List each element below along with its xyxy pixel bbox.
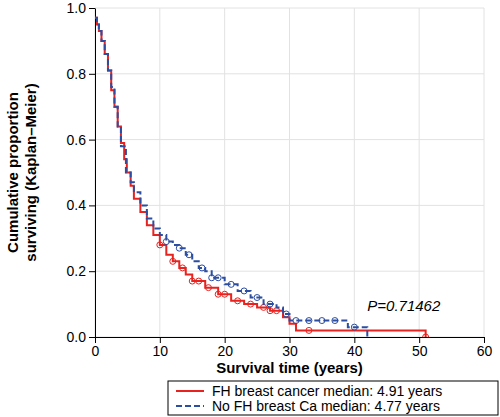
grid-line-x [419,8,420,337]
x-tick-label: 20 [217,343,233,359]
grid-line-y [95,73,484,74]
x-tick: 20 [217,337,233,359]
censor-marker [293,318,299,324]
censor-marker [248,301,254,307]
legend-swatch [176,405,204,407]
y-tick-mark [89,205,95,206]
grid-line-x [289,8,290,337]
x-tick-label: 40 [347,343,363,359]
survival-curve [95,18,367,337]
y-tick-mark [89,271,95,272]
survival-curve [95,18,426,337]
x-axis-title: Survival time (years) [216,359,363,376]
censor-marker [222,291,228,297]
grid-line-x [95,8,96,337]
y-tick-label: 0.4 [67,197,87,213]
legend-label: FH breast cancer median: 4.91 years [212,383,442,399]
censor-marker [196,278,202,284]
annotation: P=0.71462 [367,297,441,314]
y-axis-line [95,9,96,338]
censor-marker [189,278,195,284]
y-axis: 0.0 0.2 0.4 0.6 0.8 1.0 [67,0,96,345]
x-tick: 0 [92,337,100,359]
censor-marker [186,252,192,258]
x-axis: 0 10 20 30 40 50 60 [92,337,493,359]
censor-marker [205,285,211,291]
grid-line-x [224,8,225,337]
censor-marker [209,275,215,281]
grid [95,8,484,337]
censor-marker [254,295,260,301]
censor-marker [170,258,176,264]
x-tick: 60 [477,337,493,359]
censor-marker [261,304,267,310]
y-tick-label: 0.2 [67,263,87,279]
censor-marker [306,318,312,324]
y-tick: 1.0 [67,0,95,16]
y-tick-label: 1.0 [67,0,87,16]
legend-swatch [176,390,204,392]
y-tick-label: 0.6 [67,132,87,148]
x-tick-label: 0 [92,343,100,359]
y-axis-title-line: surviving (Kaplan–Meier) [22,83,39,261]
x-tick-label: 30 [282,343,298,359]
x-tick-label: 50 [412,343,428,359]
censor-marker [332,318,338,324]
chart: 0 10 20 30 40 50 60 0.0 0.2 0.4 0.6 0.8 1.0 Survival … [0,0,500,417]
y-tick: 0.8 [67,66,95,82]
censor-marker [306,327,312,333]
y-tick-mark [89,140,95,141]
x-tick: 30 [282,337,298,359]
censor-marker [351,324,357,330]
plot: 0 10 20 30 40 50 60 0.0 0.2 0.4 0.6 0.8 1.0 Survival … [4,0,492,376]
censor-marker [267,308,273,314]
censor-marker [157,242,163,248]
legend-label: No FH breast Ca median: 4.77 years [212,398,440,414]
grid-line-y [95,8,484,9]
x-tick: 40 [347,337,363,359]
censor-marker [215,291,221,297]
grid-line-x [159,8,160,337]
x-tick-label: 60 [477,343,493,359]
y-tick-label: 0.0 [67,329,87,345]
grid-line-y [95,271,484,272]
grid-line-y [95,205,484,206]
legend: FH breast cancer median: 4.91 yearsNo FH… [168,381,498,415]
y-tick-mark [89,74,95,75]
y-tick-mark [89,337,95,338]
censor-marker [235,298,241,304]
censor-marker [215,275,221,281]
x-tick: 10 [153,337,169,359]
y-tick: 0.4 [67,197,95,213]
censor-marker [176,245,182,251]
y-tick: 0.6 [67,132,95,148]
censor-marker [319,318,325,324]
y-tick: 0.0 [67,329,95,345]
x-tick-label: 10 [153,343,169,359]
censor-marker [267,301,273,307]
grid-line-y [95,139,484,140]
censor-marker [199,265,205,271]
censor-marker [241,288,247,294]
y-axis-title-line: Cumulative proportion [4,92,21,253]
legend-box [168,381,498,415]
y-tick-mark [89,8,95,9]
censor-marker [423,334,429,337]
grid-line-x [484,8,485,337]
censor-marker [163,239,169,245]
y-axis-title: Cumulative proportionsurviving (Kaplan–M… [4,83,39,261]
censor-marker [228,281,234,287]
censor-marker [283,311,289,317]
grid-line-x [354,8,355,337]
y-tick-label: 0.8 [67,66,87,82]
marks [95,18,429,337]
censor-marker [274,308,280,314]
censor-marker [180,265,186,271]
x-tick: 50 [412,337,428,359]
y-tick: 0.2 [67,263,95,279]
